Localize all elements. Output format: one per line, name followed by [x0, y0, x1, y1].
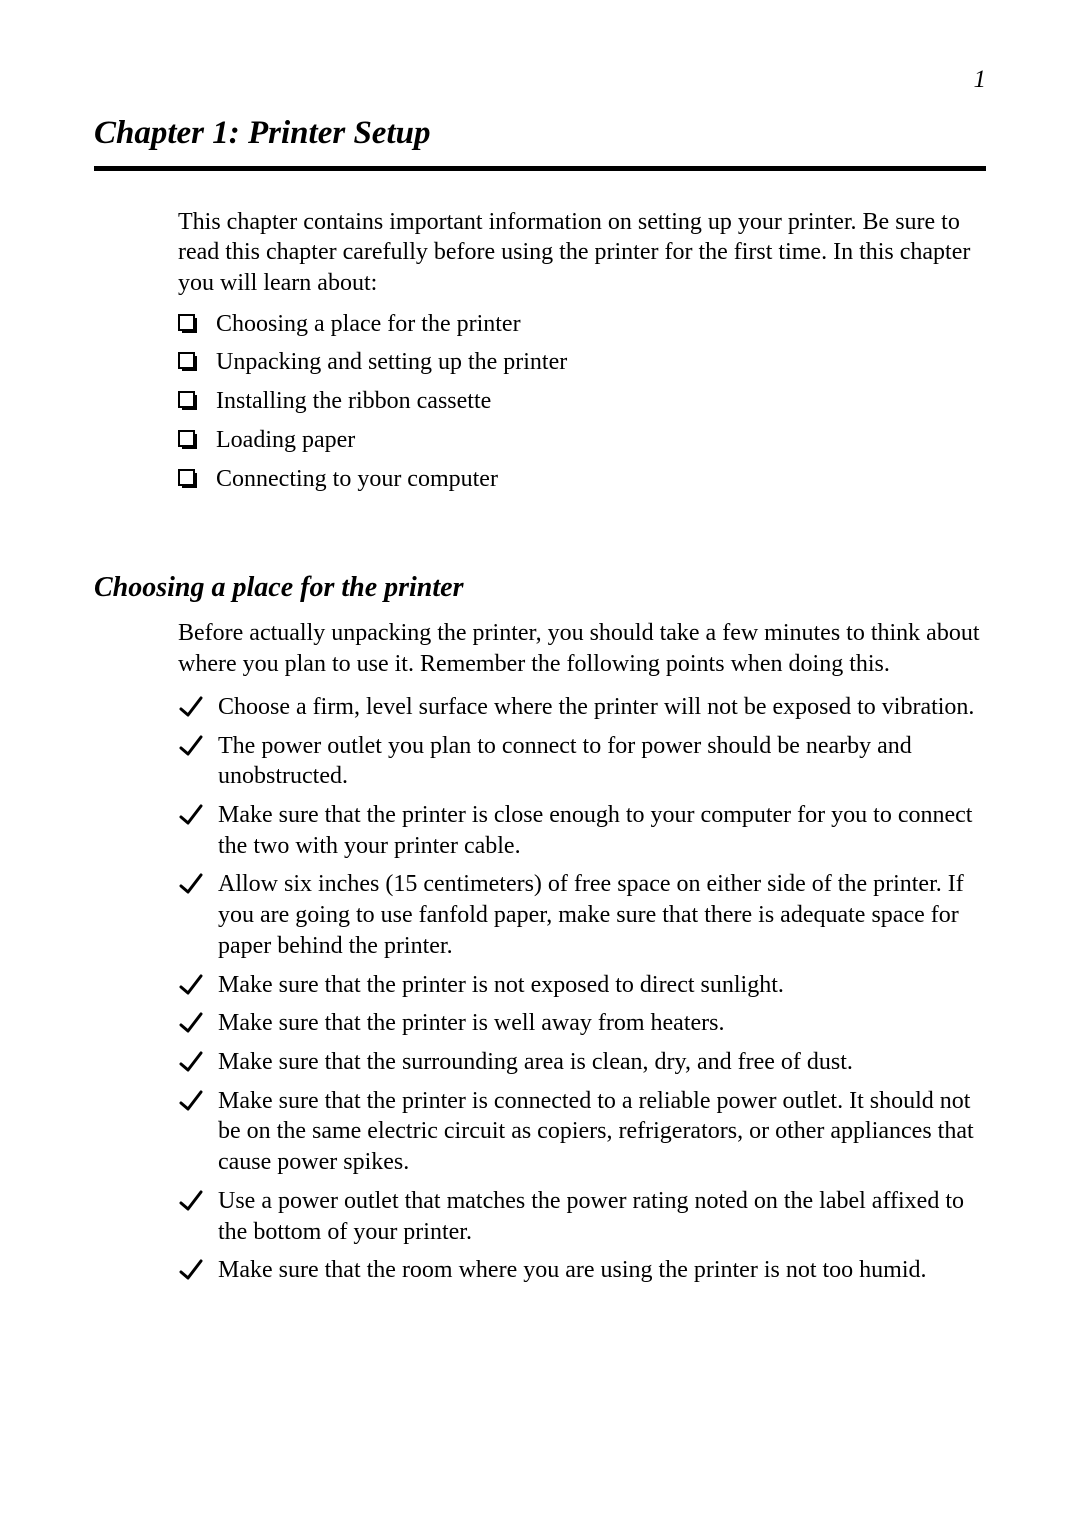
box-bullet-icon [178, 430, 200, 452]
box-bullet-icon [178, 314, 200, 336]
list-item: Make sure that the printer is not expose… [178, 970, 986, 1001]
list-item: Choosing a place for the printer [178, 309, 986, 340]
list-item-text: Allow six inches (15 centimeters) of fre… [218, 869, 986, 961]
list-item-text: Make sure that the printer is not expose… [218, 970, 986, 1001]
chapter-rule [94, 166, 986, 171]
box-bullet-icon [178, 469, 200, 491]
list-item: Use a power outlet that matches the powe… [178, 1186, 986, 1247]
checkmark-icon [178, 972, 204, 998]
section-intro: Before actually unpacking the printer, y… [178, 618, 986, 679]
checkmark-icon [178, 1257, 204, 1283]
intro-text: This chapter contains important informat… [178, 207, 986, 299]
list-item-text: Connecting to your computer [216, 464, 986, 495]
list-item: Installing the ribbon cassette [178, 386, 986, 417]
list-item-text: Make sure that the printer is connected … [218, 1086, 986, 1178]
checkmark-icon [178, 871, 204, 897]
checkmark-icon [178, 733, 204, 759]
list-item: Connecting to your computer [178, 464, 986, 495]
box-bullet-icon [178, 352, 200, 374]
list-item: Make sure that the room where you are us… [178, 1255, 986, 1286]
document-page: 1 Chapter 1: Printer Setup This chapter … [0, 0, 1080, 1529]
list-item: Make sure that the printer is close enou… [178, 800, 986, 861]
list-item-text: Use a power outlet that matches the powe… [218, 1186, 986, 1247]
section-block: Choosing a place for the printer Before … [94, 572, 986, 1286]
intro-list: Choosing a place for the printer Unpacki… [178, 309, 986, 495]
checkmark-icon [178, 694, 204, 720]
list-item: The power outlet you plan to connect to … [178, 731, 986, 792]
list-item-text: Make sure that the printer is well away … [218, 1008, 986, 1039]
section-body: Before actually unpacking the printer, y… [178, 618, 986, 1286]
list-item: Make sure that the printer is connected … [178, 1086, 986, 1178]
list-item-text: Installing the ribbon cassette [216, 386, 986, 417]
checkmark-icon [178, 1188, 204, 1214]
list-item-text: Choose a firm, level surface where the p… [218, 692, 986, 723]
list-item: Make sure that the printer is well away … [178, 1008, 986, 1039]
list-item: Loading paper [178, 425, 986, 456]
list-item-text: The power outlet you plan to connect to … [218, 731, 986, 792]
page-number: 1 [974, 66, 987, 94]
list-item-text: Choosing a place for the printer [216, 309, 986, 340]
list-item-text: Unpacking and setting up the printer [216, 347, 986, 378]
chapter-block: Chapter 1: Printer Setup [94, 114, 986, 171]
list-item-text: Make sure that the room where you are us… [218, 1255, 986, 1286]
section-heading: Choosing a place for the printer [94, 572, 986, 604]
checkmark-icon [178, 1010, 204, 1036]
list-item: Unpacking and setting up the printer [178, 347, 986, 378]
chapter-title: Chapter 1: Printer Setup [94, 114, 986, 154]
box-bullet-icon [178, 391, 200, 413]
checkmark-icon [178, 1088, 204, 1114]
checkmark-icon [178, 1049, 204, 1075]
list-item-text: Make sure that the printer is close enou… [218, 800, 986, 861]
list-item-text: Loading paper [216, 425, 986, 456]
list-item-text: Make sure that the surrounding area is c… [218, 1047, 986, 1078]
check-list: Choose a firm, level surface where the p… [178, 692, 986, 1286]
checkmark-icon [178, 802, 204, 828]
list-item: Allow six inches (15 centimeters) of fre… [178, 869, 986, 961]
intro-block: This chapter contains important informat… [178, 207, 986, 495]
list-item: Make sure that the surrounding area is c… [178, 1047, 986, 1078]
list-item: Choose a firm, level surface where the p… [178, 692, 986, 723]
